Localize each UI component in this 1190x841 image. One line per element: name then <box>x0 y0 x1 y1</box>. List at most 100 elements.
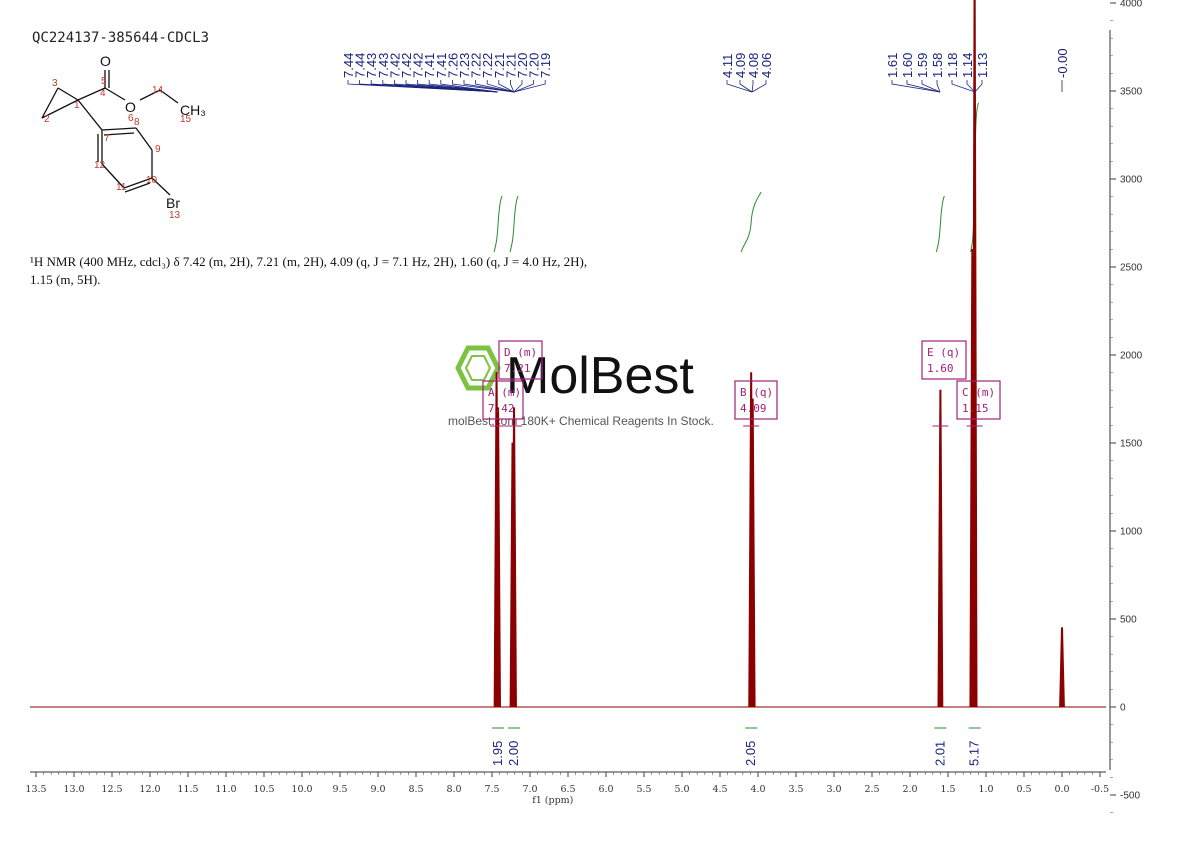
spectrum-peak <box>937 389 944 708</box>
watermark-tagline: molBest.com 180K+ Chemical Reagents In S… <box>448 414 714 428</box>
integral-curve <box>740 191 762 253</box>
peak-label: 7.26 <box>445 53 460 78</box>
peak-connector <box>513 80 523 93</box>
spectrum-peak <box>1059 627 1065 708</box>
peak-connector <box>486 80 515 93</box>
peak-connector <box>751 80 754 93</box>
x-axis-label: f1 (ppm) <box>532 795 573 806</box>
peak-connector <box>498 80 515 93</box>
spectrum-peak <box>509 442 516 708</box>
integral-value: 2.05 <box>743 741 758 766</box>
x-tick-label: 0.0 <box>1054 784 1069 795</box>
atom-number: 12 <box>94 160 106 171</box>
peak-label: 7.43 <box>364 53 379 78</box>
peak-label: 7.22 <box>480 53 495 78</box>
peak-connector <box>951 80 976 93</box>
peak-connector <box>921 80 941 93</box>
x-tick-label: 8.5 <box>408 784 423 795</box>
atom-number: 7 <box>104 133 110 144</box>
peak-label: 1.59 <box>915 53 930 78</box>
multiplet-id: B (q) <box>740 386 773 399</box>
watermark-brand: MolBest <box>506 347 694 405</box>
peak-label: 4.08 <box>746 53 761 78</box>
x-tick-label: 6.5 <box>560 784 575 795</box>
x-tick-label: 3.0 <box>826 784 841 795</box>
peak-label: 1.13 <box>975 53 990 78</box>
atom-number: 1 <box>74 100 80 111</box>
integral-curve <box>935 195 945 253</box>
x-tick-label: 9.5 <box>332 784 347 795</box>
atom-number: 5 <box>101 76 107 87</box>
y-tick-label: 2500 <box>1120 263 1143 274</box>
peak-label: 7.23 <box>457 53 472 78</box>
peak-label: 1.14 <box>960 53 975 78</box>
atom-number: 2 <box>44 114 50 125</box>
spectrum-peak <box>749 398 756 708</box>
x-tick-label: 7.5 <box>484 784 499 795</box>
atom-number: 6 <box>128 113 134 124</box>
atom-number: 15 <box>180 114 192 125</box>
multiplet-shift: 4.09 <box>740 402 767 415</box>
peak-connector <box>509 80 515 93</box>
multiplet-box <box>921 340 967 380</box>
y-tick-label: 3000 <box>1120 175 1143 186</box>
x-tick-label: 2.5 <box>864 784 879 795</box>
peak-label: 7.42 <box>387 53 402 78</box>
y-tick-label: 4000 <box>1120 0 1143 10</box>
spectrum-peak <box>969 249 976 708</box>
peak-label: 7.20 <box>527 53 542 78</box>
peak-label: 7.20 <box>515 53 530 78</box>
peak-label: 7.21 <box>492 53 507 78</box>
peak-connector <box>751 80 767 93</box>
atom-number: 14 <box>152 85 164 96</box>
atom-number: 8 <box>134 117 140 128</box>
multiplet-shift: 1.60 <box>927 362 954 375</box>
atom-number: 10 <box>146 175 158 186</box>
x-tick-label: 13.0 <box>63 784 84 795</box>
peak-label: 7.41 <box>434 53 449 78</box>
peak-label: 7.41 <box>422 53 437 78</box>
multiplet-id: D (m) <box>504 346 537 359</box>
x-tick-label: 12.5 <box>101 784 122 795</box>
x-tick-label: 2.0 <box>902 784 917 795</box>
peak-connector <box>906 80 941 93</box>
y-tick-label: 0 <box>1120 703 1126 714</box>
integral-value: 5.17 <box>967 741 982 766</box>
peak-label: 7.19 <box>538 53 553 78</box>
atom-number: 11 <box>116 182 127 193</box>
y-tick-label: -500 <box>1120 791 1140 802</box>
x-tick-label: 11.5 <box>177 784 198 795</box>
x-tick-label: 9.0 <box>370 784 385 795</box>
peak-connector <box>513 80 546 93</box>
peak-connector <box>440 80 499 93</box>
peak-connector <box>463 80 515 93</box>
sample-id: QC224137-385644-CDCL3 <box>32 30 210 46</box>
peak-label: 4.11 <box>720 54 735 78</box>
x-tick-label: 5.0 <box>674 784 689 795</box>
chart-axes: 13.5 13.0 12.5 12.0 11.5 11.0 10.5 10.0 9.5 9.0 8.… <box>25 0 1143 813</box>
peak-connector <box>475 80 515 93</box>
multiplet-id: E (q) <box>927 346 960 359</box>
atom-number: 3 <box>52 78 58 89</box>
integration-values: 1.95 2.00 2.05 2.01 5.17 <box>490 741 982 766</box>
integral-value: 1.95 <box>490 741 505 766</box>
spectrum-trace <box>30 0 1106 708</box>
integral-curve <box>509 195 519 253</box>
y-tick-label: 2000 <box>1120 351 1143 362</box>
peak-label: 7.43 <box>376 53 391 78</box>
y-tick-label: 500 <box>1120 615 1137 626</box>
atom-label: CH₃ <box>180 102 206 118</box>
x-tick-label: 1.5 <box>940 784 955 795</box>
x-tick-label: 0.5 <box>1016 784 1031 795</box>
peak-connector <box>726 80 753 93</box>
nmr-summary: ¹H NMR (400 MHz, cdcl₃) δ 7.42 (m, 2H), … <box>30 254 588 287</box>
atom-number: 4 <box>100 88 106 99</box>
integral-curve <box>493 195 503 253</box>
peak-label: 7.44 <box>341 53 356 78</box>
peak-label: 4.09 <box>733 53 748 78</box>
x-tick-label: 10.0 <box>291 784 312 795</box>
atom-number: 13 <box>169 210 181 221</box>
peak-connector <box>451 80 515 93</box>
peak-connector <box>428 80 499 93</box>
